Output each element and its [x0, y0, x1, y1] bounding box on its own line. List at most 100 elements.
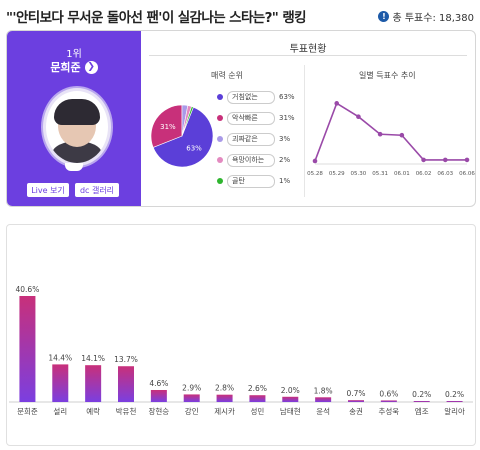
legend-item: 욕망이하는 2%	[217, 153, 291, 167]
gallery-button[interactable]: dc 갤러리	[75, 183, 119, 197]
bar-category-label[interactable]: 추성욱	[379, 407, 400, 416]
bar-value-label: 2.8%	[215, 384, 234, 393]
bar-value-label: 0.2%	[412, 390, 431, 399]
legend-label: 악삭빠른	[227, 111, 275, 125]
pie-chart: 63% 31%	[150, 104, 214, 168]
legend-percent: 63%	[279, 93, 295, 101]
pie-slice	[152, 106, 214, 168]
line-point	[312, 158, 318, 164]
pie-slice-label: 63%	[186, 145, 202, 153]
avatar-hair	[54, 99, 100, 125]
line-point	[334, 101, 340, 106]
bar[interactable]	[249, 395, 266, 402]
legend-dot	[217, 94, 223, 100]
bar[interactable]	[380, 400, 397, 402]
legend-item: 거침없는 63%	[217, 90, 295, 104]
pie-slice	[181, 106, 194, 137]
bar-category-label[interactable]: 박유천	[116, 406, 137, 416]
legend-item: 괴짜같은 3%	[217, 132, 291, 146]
legend-dot	[217, 178, 223, 184]
line-point	[356, 114, 361, 120]
legend-percent: 31%	[279, 114, 295, 122]
line-title: 일별 득표수 추이	[359, 71, 416, 80]
legend-percent: 2%	[279, 156, 291, 164]
winner-name-link[interactable]: 문희준 ❯	[7, 59, 141, 75]
winner-avatar	[43, 88, 111, 166]
line-point	[399, 132, 405, 138]
bar-category-label[interactable]: 예락	[86, 406, 100, 416]
bar-value-label: 2.6%	[248, 384, 267, 393]
bar[interactable]	[413, 401, 430, 402]
bar[interactable]	[52, 364, 69, 402]
legend-label: 거침없는	[227, 90, 275, 104]
total-votes: ! 총 투표수: 18,380	[378, 9, 474, 24]
info-icon[interactable]: !	[378, 11, 390, 22]
bar-category-label[interactable]: 윤석	[316, 406, 330, 416]
pie-slice-label: 31%	[160, 123, 176, 131]
line-point	[442, 157, 448, 163]
bar[interactable]	[150, 389, 167, 402]
bar-value-label: 40.6%	[16, 285, 40, 294]
legend-dot	[217, 157, 223, 163]
legend-label: 괴짜같은	[227, 132, 275, 146]
line-x-tick: 06.06	[459, 171, 475, 177]
legend-dot	[217, 115, 223, 121]
ranking-bar-panel: 40.6% 문희준 14.4% 설리 14.1% 예락 13.7% 박유천 4.6% 장현승 2.9…	[6, 224, 476, 446]
line-x-tick: 06.01	[394, 171, 410, 177]
avatar-body	[52, 141, 102, 163]
bar[interactable]	[216, 394, 233, 402]
bar-category-label[interactable]: 성민	[251, 406, 265, 416]
bar-value-label: 13.7%	[114, 355, 138, 364]
bar-category-label[interactable]: 장현승	[149, 406, 170, 416]
bar-category-label[interactable]: 알리아	[444, 406, 465, 416]
bar-category-label[interactable]: 송권	[349, 407, 363, 416]
bar[interactable]	[85, 365, 102, 402]
bar-value-label: 2.9%	[182, 383, 201, 392]
legend-item: 골탄 1%	[217, 174, 290, 188]
bar-category-label[interactable]: 남태현	[280, 407, 301, 416]
bar-value-label: 0.6%	[379, 389, 398, 398]
line-x-tick: 06.02	[416, 171, 432, 177]
chevron-right-icon[interactable]: ❯	[84, 60, 98, 74]
live-button[interactable]: Live 보기	[27, 183, 69, 197]
bar-value-label: 0.7%	[346, 389, 365, 398]
bar-value-label: 4.6%	[149, 379, 168, 388]
line-x-tick: 05.29	[329, 171, 345, 177]
line-series	[314, 102, 467, 162]
bar[interactable]	[315, 397, 332, 402]
bar-category-label[interactable]: 제시카	[214, 407, 235, 416]
bar[interactable]	[19, 296, 36, 402]
line-x-tick: 06.03	[437, 171, 453, 177]
legend-label: 골탄	[227, 174, 275, 188]
page-title: "'안티보다 무서운 돌아선 팬'이 실감나는 스타는?" 랭킹	[6, 10, 307, 26]
bar-category-label[interactable]: 설리	[53, 407, 67, 416]
bar[interactable]	[118, 366, 134, 402]
legend-item: 악삭빠른 31%	[217, 111, 295, 125]
legend-dot	[217, 136, 223, 142]
legend-label: 욕망이하는	[227, 153, 275, 167]
bar-category-label[interactable]: 강인	[185, 406, 199, 416]
stats-vertical-divider	[304, 65, 305, 197]
summary-panel: 1위 문희준 ❯ Live 보기 dc 갤러리 투표현황 매력 순위 일별 득표…	[6, 30, 476, 207]
pie-title: 매력 순위	[211, 71, 243, 80]
winner-profile: 1위 문희준 ❯ Live 보기 dc 갤러리	[7, 31, 141, 206]
pie-slice	[150, 104, 183, 148]
line-point	[421, 157, 426, 163]
bar-value-label: 2.0%	[281, 386, 300, 395]
bar[interactable]	[446, 401, 463, 402]
winner-rank: 1위	[66, 49, 82, 60]
legend-percent: 3%	[279, 135, 291, 143]
bar[interactable]	[282, 396, 299, 402]
bar-category-label[interactable]: 엠조	[415, 407, 429, 416]
avatar-frame-base	[65, 163, 83, 171]
line-point	[377, 131, 383, 137]
bar[interactable]	[183, 394, 200, 402]
line-x-tick: 05.30	[351, 171, 367, 177]
vote-stats: 투표현황 매력 순위 일별 득표수 추이 63% 31% 거침없는 63% 악삭빠른 3…	[141, 31, 475, 206]
bar[interactable]	[348, 400, 364, 402]
winner-name: 문희준	[50, 61, 81, 74]
total-votes-label: 총 투표수: 18,380	[392, 13, 474, 24]
bar-value-label: 14.4%	[48, 353, 72, 362]
line-point	[464, 157, 470, 163]
bar-category-label[interactable]: 문희준	[17, 406, 38, 416]
